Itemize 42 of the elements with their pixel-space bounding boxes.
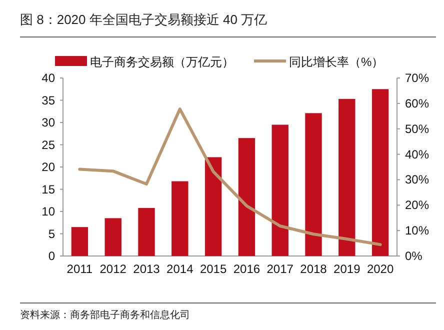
bar: [104, 218, 122, 256]
chart-title: 图 8：2020 年全国电子交易额接近 40 万亿: [20, 12, 268, 27]
bar: [338, 98, 356, 256]
x-tick-label: 2016: [233, 262, 260, 276]
y2-tick-label: 10%: [405, 224, 430, 238]
y-tick-label: 20: [42, 160, 56, 174]
y2-tick-label: 60%: [405, 96, 430, 110]
x-tick-label: 2020: [366, 262, 394, 276]
y-tick-label: 35: [42, 93, 56, 108]
y2-tick-label: 30%: [405, 172, 430, 187]
y-tick-label: 0: [48, 249, 56, 263]
y-tick-label: 5: [48, 226, 56, 241]
x-tick-label: 2019: [334, 262, 361, 276]
y2-tick-label: 40%: [405, 147, 430, 162]
bar: [71, 227, 88, 256]
y2-tick-label: 20%: [405, 198, 430, 212]
bar: [305, 113, 322, 256]
x-tick-label: 2012: [100, 262, 127, 276]
bar: [372, 89, 389, 256]
y2-tick-label: 50%: [405, 122, 430, 136]
x-tick-label: 2017: [266, 262, 294, 276]
x-tick-label: 2014: [166, 262, 194, 276]
legend-label: 电子商务交易额（万亿元）: [90, 55, 234, 69]
y2-tick-label: 0%: [405, 249, 423, 263]
y-tick-label: 40: [42, 71, 56, 85]
y-tick-label: 25: [42, 138, 56, 152]
bar: [272, 124, 288, 256]
line-series: [78, 108, 382, 246]
text: 资料来源：商务部电子商务和信息化司: [20, 309, 190, 321]
y2-tick-label: 70%: [405, 71, 430, 85]
y-tick-label: 30: [42, 116, 56, 130]
x-tick-label: 2013: [133, 262, 160, 276]
bar: [238, 138, 256, 256]
bar: [172, 181, 188, 256]
y-tick-label: 15: [42, 182, 56, 196]
y-tick-label: 10: [42, 204, 56, 218]
x-tick-label: 2018: [300, 262, 328, 276]
x-tick-label: 2011: [66, 262, 93, 276]
x-tick-label: 2015: [200, 262, 227, 276]
bar: [138, 208, 155, 256]
bar: [204, 157, 222, 256]
legend-label: 同比增长率（%）: [289, 55, 384, 69]
